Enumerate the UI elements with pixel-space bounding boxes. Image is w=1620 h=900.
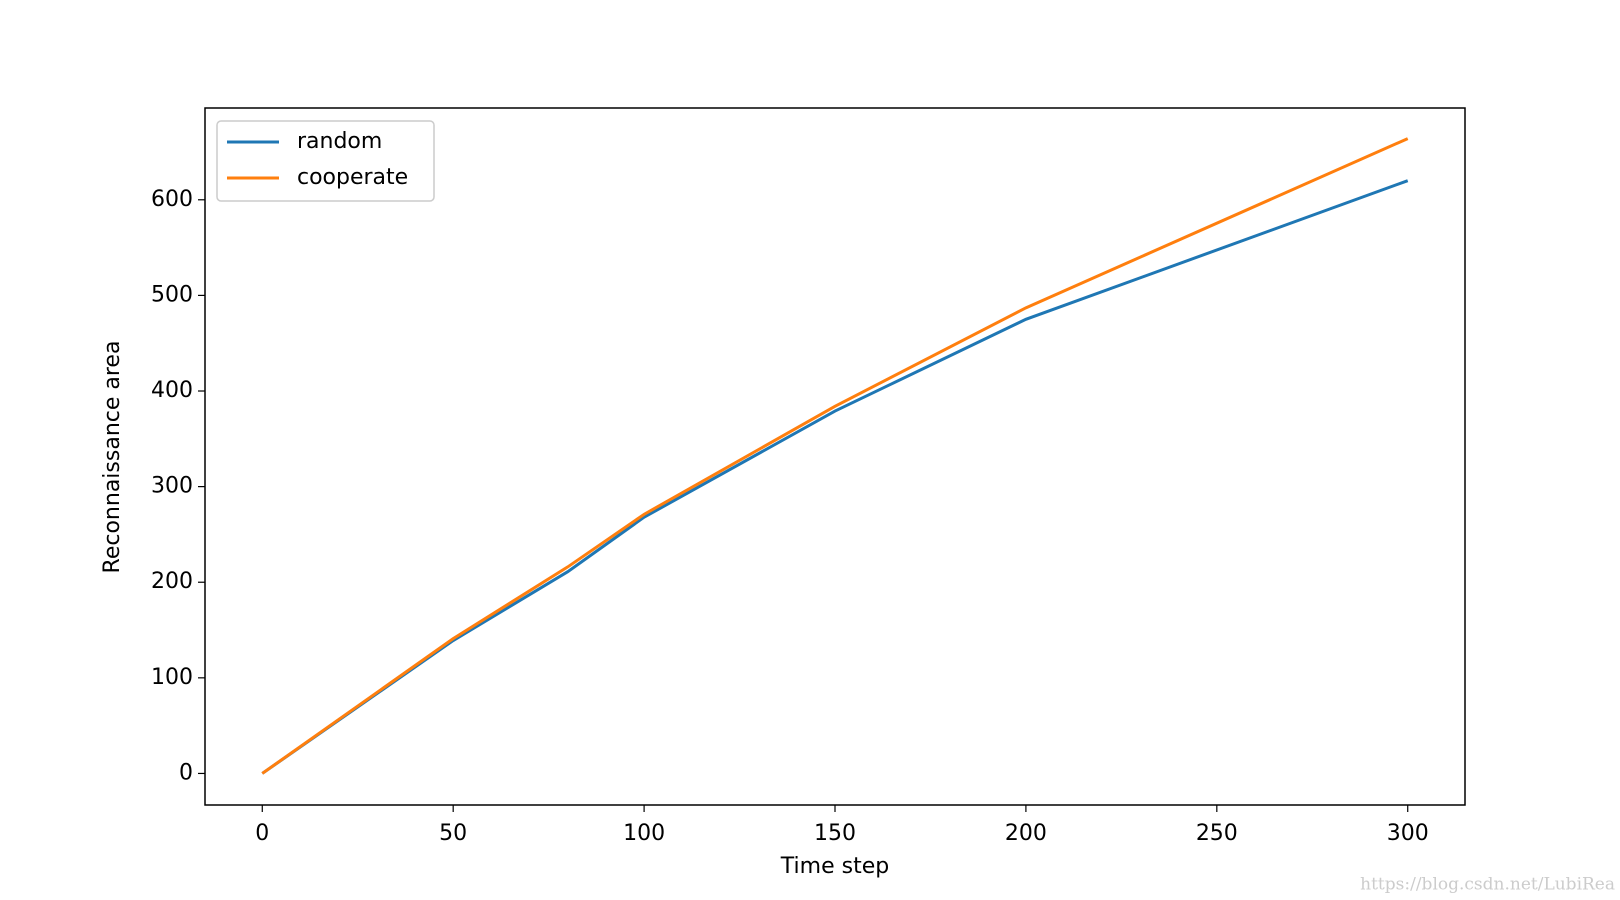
x-tick-label: 100: [623, 821, 665, 846]
y-tick-label: 0: [179, 760, 193, 785]
legend-label: random: [297, 129, 382, 154]
line: [261, 137, 1409, 775]
y-tick-label: 500: [151, 282, 193, 307]
x-axis-label: Time step: [780, 854, 889, 879]
plot-frame: [204, 107, 1466, 806]
x-tick-label: 200: [1005, 821, 1047, 846]
y-tick-label: 600: [151, 187, 193, 212]
x-tick-label: 250: [1196, 821, 1238, 846]
y-axis-label: Reconnaissance area: [100, 341, 125, 574]
y-tick-label: 200: [151, 569, 193, 594]
y-tick-label: 100: [151, 665, 193, 690]
legend-label: cooperate: [297, 165, 408, 190]
x-tick-label: 0: [255, 821, 269, 846]
x-tick-label: 300: [1387, 821, 1429, 846]
y-tick-label: 300: [151, 474, 193, 499]
watermark: https://blog.csdn.net/LubiRea: [1360, 875, 1615, 895]
line: [261, 179, 1409, 775]
x-tick-label: 50: [439, 821, 467, 846]
y-tick-label: 400: [151, 378, 193, 403]
x-tick-label: 150: [814, 821, 856, 846]
